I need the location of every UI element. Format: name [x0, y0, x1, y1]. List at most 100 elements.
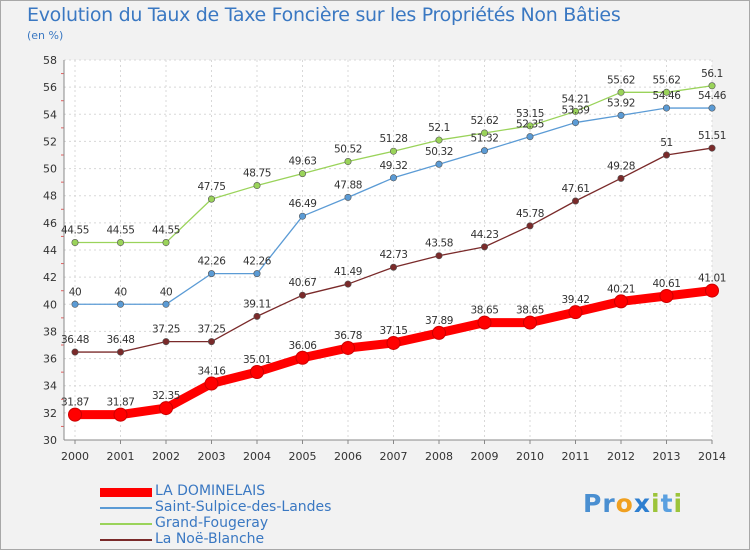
- data-label-0: 38.65: [470, 305, 498, 317]
- data-point-2: [208, 195, 216, 203]
- y-tick-label: 52: [43, 135, 57, 148]
- x-tick-label: 2005: [289, 450, 317, 463]
- y-tick-label: 36: [43, 353, 57, 366]
- data-point-2: [480, 129, 488, 137]
- y-tick-label: 46: [43, 217, 57, 230]
- data-label-2: 47.75: [197, 181, 225, 193]
- legend-label-3: La Noë-Blanche: [155, 531, 265, 547]
- data-point-0: [250, 365, 264, 380]
- data-point-2: [162, 239, 170, 247]
- data-label-0: 32.35: [152, 390, 180, 402]
- data-point-3: [253, 312, 261, 320]
- logo-letter: i: [673, 489, 684, 518]
- data-label-2: 55.62: [607, 74, 635, 86]
- data-point-1: [71, 300, 79, 308]
- data-point-0: [705, 283, 719, 298]
- data-point-0: [341, 340, 355, 355]
- data-point-1: [571, 119, 579, 127]
- data-label-3: 42.73: [379, 249, 407, 261]
- data-point-0: [68, 407, 82, 422]
- y-tick-label: 56: [43, 81, 57, 94]
- data-label-2: 52.62: [470, 115, 498, 127]
- data-label-3: 44.23: [470, 229, 498, 241]
- data-label-3: 39.11: [243, 298, 271, 310]
- legend-label-2: Grand-Fougeray: [155, 515, 269, 531]
- data-point-0: [204, 376, 219, 391]
- data-point-0: [295, 350, 310, 365]
- data-label-3: 40.67: [288, 277, 316, 289]
- data-label-2: 53.15: [516, 108, 544, 120]
- x-tick-label: 2008: [425, 450, 453, 463]
- data-label-0: 36.06: [288, 340, 317, 352]
- data-label-2: 44.55: [152, 225, 180, 237]
- y-tick-label: 38: [43, 325, 57, 338]
- data-label-2: 50.52: [334, 144, 362, 156]
- chart-title: Evolution du Taux de Taxe Foncière sur l…: [27, 4, 621, 26]
- x-tick-label: 2001: [107, 450, 135, 463]
- data-point-3: [389, 263, 397, 271]
- data-point-3: [208, 338, 216, 346]
- data-label-0: 31.87: [61, 397, 89, 409]
- data-label-3: 51: [660, 137, 673, 149]
- data-point-2: [344, 158, 352, 166]
- data-point-0: [659, 289, 674, 304]
- data-point-1: [435, 160, 443, 168]
- data-label-1: 40: [160, 286, 173, 298]
- data-label-3: 43.58: [425, 238, 453, 250]
- data-label-1: 53.92: [607, 97, 635, 109]
- unit-note: (en %): [27, 29, 64, 42]
- y-tick-label: 54: [43, 108, 57, 121]
- logo-letter: r: [602, 489, 616, 518]
- logo-letter: i: [651, 489, 661, 518]
- data-point-1: [344, 193, 352, 201]
- data-label-1: 52.35: [516, 119, 544, 131]
- data-point-1: [253, 270, 261, 278]
- y-tick-label: 58: [43, 54, 57, 67]
- data-label-0: 38.65: [516, 305, 544, 317]
- data-label-1: 42.26: [197, 256, 226, 268]
- data-label-0: 41.01: [698, 273, 726, 285]
- data-label-3: 51.51: [698, 130, 726, 142]
- logo-letter: x: [633, 489, 651, 518]
- data-point-2: [708, 82, 716, 90]
- data-point-1: [617, 111, 625, 119]
- data-point-0: [477, 315, 492, 330]
- data-point-1: [208, 270, 216, 278]
- data-point-1: [662, 104, 670, 112]
- data-point-3: [480, 243, 488, 251]
- data-point-3: [435, 252, 443, 260]
- data-label-0: 40.61: [652, 278, 680, 290]
- data-point-3: [526, 222, 534, 230]
- data-label-1: 50.32: [425, 146, 453, 158]
- x-tick-label: 2011: [562, 450, 590, 463]
- data-point-2: [389, 147, 397, 155]
- data-label-2: 56.1: [701, 68, 723, 80]
- x-tick-label: 2004: [243, 450, 271, 463]
- data-label-3: 41.49: [334, 266, 362, 278]
- data-point-3: [708, 144, 716, 152]
- data-point-3: [162, 338, 170, 346]
- data-point-2: [617, 88, 625, 96]
- data-label-0: 35.01: [243, 354, 271, 366]
- data-point-0: [523, 315, 537, 330]
- data-label-0: 37.15: [379, 325, 407, 337]
- x-tick-label: 2003: [198, 450, 226, 463]
- data-label-3: 49.28: [607, 160, 635, 172]
- legend-swatch-1: [100, 507, 152, 509]
- data-point-2: [71, 239, 79, 247]
- proxiti-logo: Proxiti: [583, 489, 683, 518]
- data-label-3: 36.48: [61, 334, 89, 346]
- data-point-1: [162, 300, 170, 308]
- x-tick-label: 2006: [334, 450, 362, 463]
- data-label-2: 49.63: [288, 156, 316, 168]
- y-tick-label: 32: [43, 407, 57, 420]
- data-label-3: 37.25: [197, 324, 225, 336]
- data-label-0: 40.21: [607, 283, 635, 295]
- y-tick-label: 40: [43, 298, 57, 311]
- data-point-1: [708, 104, 716, 112]
- data-label-0: 31.87: [106, 397, 134, 409]
- x-tick-label: 2010: [516, 450, 544, 463]
- data-label-1: 46.49: [288, 198, 316, 210]
- line-chart: 30 32 34 36 38 40 42 44 46 48 50 52 54 56 58 2000 2001 20…: [43, 54, 727, 463]
- data-point-3: [617, 174, 625, 182]
